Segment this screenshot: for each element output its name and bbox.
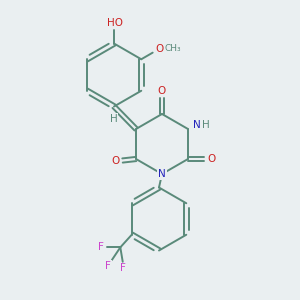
Text: N: N — [158, 169, 166, 179]
Text: O: O — [207, 154, 215, 164]
Text: O: O — [111, 155, 119, 166]
Text: O: O — [156, 44, 164, 54]
Text: CH₃: CH₃ — [164, 44, 181, 53]
Text: F: F — [105, 261, 111, 271]
Text: F: F — [98, 242, 104, 252]
Text: O: O — [158, 86, 166, 96]
Text: HO: HO — [107, 18, 124, 28]
Text: F: F — [120, 263, 126, 273]
Text: H: H — [110, 114, 118, 124]
Text: N: N — [193, 120, 200, 130]
Text: H: H — [202, 120, 209, 130]
